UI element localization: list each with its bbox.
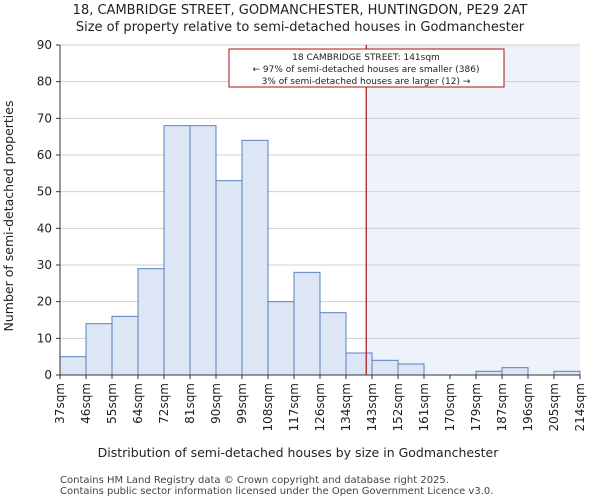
bar [553, 370, 581, 376]
bar [475, 370, 503, 376]
x-tick-label: 161sqm [417, 383, 431, 431]
x-tick-label: 179sqm [469, 383, 483, 431]
bar [189, 125, 217, 376]
bar [397, 363, 425, 376]
x-tick-label: 37sqm [53, 383, 67, 424]
x-tick-label: 134sqm [339, 383, 353, 431]
x-tick-label: 126sqm [313, 383, 327, 431]
bar [215, 180, 243, 376]
y-tick-label: 80 [37, 75, 52, 89]
x-tick-label: 90sqm [209, 383, 223, 424]
annotation-box: 18 CAMBRIDGE STREET: 141sqm ← 97% of sem… [228, 48, 505, 88]
x-tick-label: 46sqm [79, 383, 93, 424]
bar [319, 312, 347, 376]
annotation-frame [228, 48, 505, 88]
bar [345, 352, 373, 376]
annotation-line-2: ← 97% of semi-detached houses are smalle… [253, 65, 480, 75]
y-tick-label: 40 [37, 221, 52, 235]
footer-line-1: Contains HM Land Registry data © Crown c… [60, 475, 449, 486]
bar [163, 125, 191, 376]
x-tick-label: 99sqm [235, 383, 249, 424]
plot-area: 0 10 20 30 40 50 60 70 80 90 37sqm 46sqm 55sqm 64sqm 7… [37, 38, 587, 431]
bar [293, 271, 321, 376]
bar [85, 323, 113, 376]
y-tick-label: 70 [37, 111, 52, 125]
y-axis-label: Number of semi-detached properties [1, 101, 16, 332]
x-tick-label: 55sqm [105, 383, 119, 424]
x-tick-label: 196sqm [521, 383, 535, 431]
bar [371, 359, 399, 376]
chart-subtitle: Size of property relative to semi-detach… [76, 20, 525, 35]
x-axis-label: Distribution of semi-detached houses by … [98, 445, 500, 460]
x-tick-label: 143sqm [365, 383, 379, 431]
x-tick-label: 108sqm [261, 383, 275, 431]
x-tick-label: 205sqm [547, 383, 561, 431]
x-tick-label: 187sqm [495, 383, 509, 431]
x-tick-label: 214sqm [573, 383, 587, 431]
x-tick-label: 117sqm [287, 383, 301, 431]
annotation-line-1: 18 CAMBRIDGE STREET: 141sqm [292, 53, 440, 63]
annotation-line-3: 3% of semi-detached houses are larger (1… [262, 77, 471, 87]
y-tick-label: 90 [37, 38, 52, 52]
bar [111, 315, 139, 376]
y-tick-label: 0 [44, 368, 52, 382]
chart-title: 18, CAMBRIDGE STREET, GODMANCHESTER, HUN… [73, 3, 528, 18]
footer-line-2: Contains public sector information licen… [60, 486, 493, 497]
bar [241, 139, 269, 376]
x-tick-label: 64sqm [131, 383, 145, 424]
x-tick-label: 72sqm [157, 383, 171, 424]
bar [267, 301, 295, 376]
y-tick-label: 10 [37, 331, 52, 345]
x-tick-label: 170sqm [443, 383, 457, 431]
bar [137, 268, 165, 376]
y-tick-label: 30 [37, 258, 52, 272]
x-tick-label: 152sqm [391, 383, 405, 431]
larger-region-shade [366, 45, 580, 375]
x-tick-label: 81sqm [183, 383, 197, 424]
bar [59, 356, 87, 376]
bar [501, 367, 529, 376]
y-tick-label: 50 [37, 185, 52, 199]
y-tick-label: 20 [37, 295, 52, 309]
y-tick-label: 60 [37, 148, 52, 162]
